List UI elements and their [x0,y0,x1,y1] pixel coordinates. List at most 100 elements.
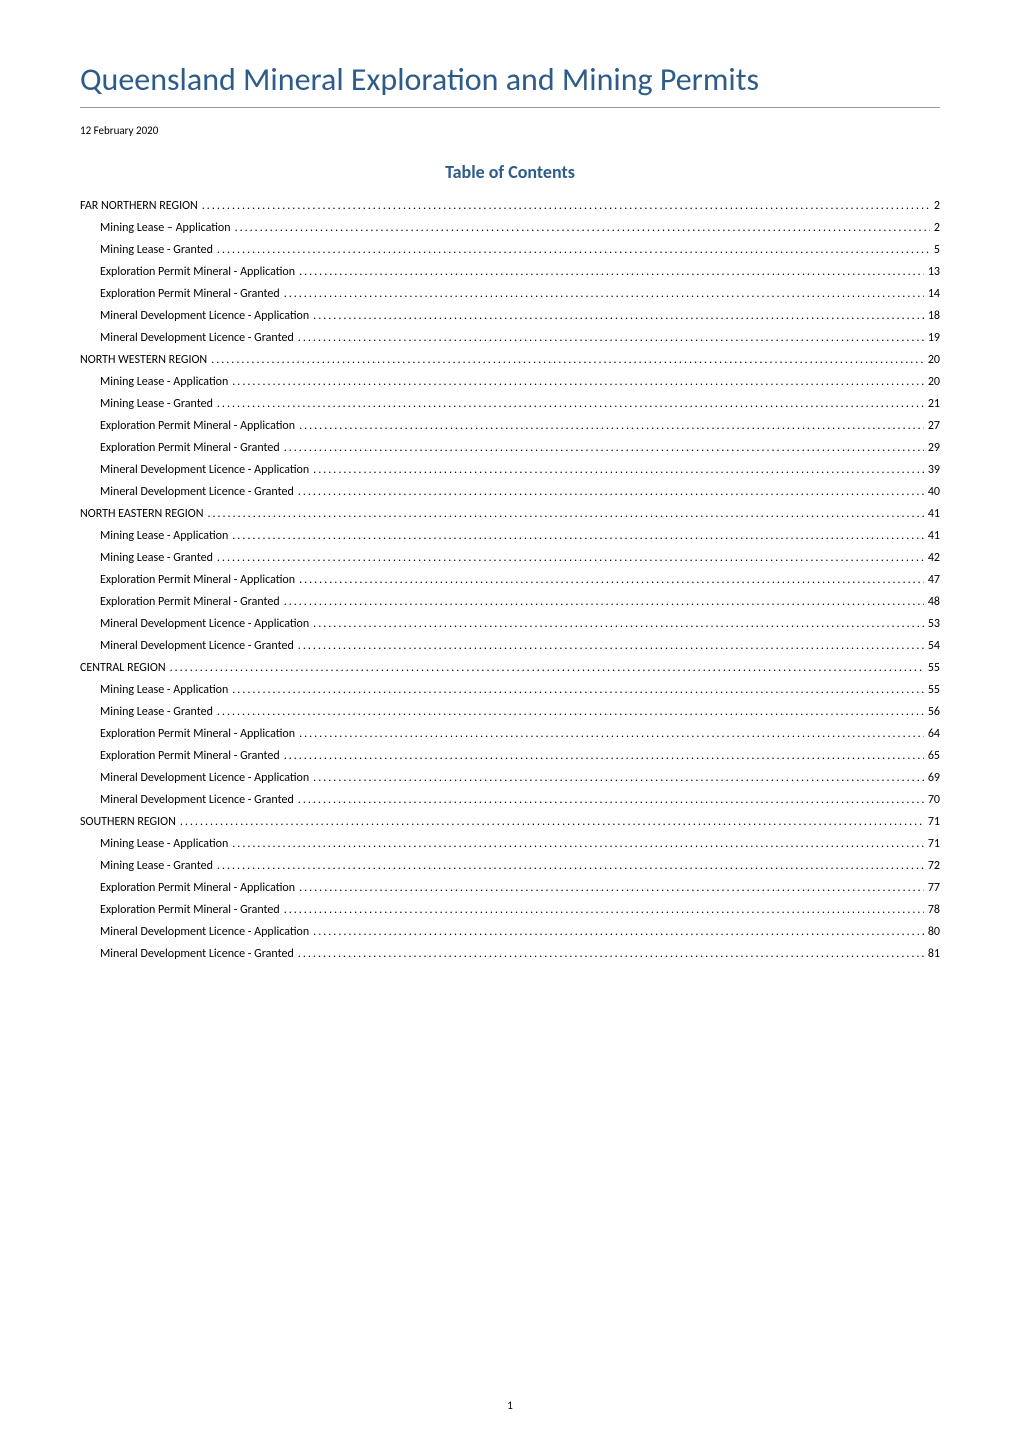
toc-entry[interactable]: Mining Lease - Granted21 [80,397,940,411]
toc-entry[interactable]: Mineral Development Licence - Granted81 [80,947,940,961]
toc-entry-label: Mining Lease - Granted [100,397,213,411]
toc-entry[interactable]: Exploration Permit Mineral - Granted29 [80,441,940,455]
toc-entry-label: NORTH EASTERN REGION [80,507,203,521]
toc-entry-page: 47 [928,573,940,587]
toc-entry-page: 64 [928,727,940,741]
toc-leader-dots [298,947,924,961]
toc-leader-dots [299,881,924,895]
toc-entry-label: Mining Lease - Granted [100,551,213,565]
toc-entry[interactable]: Mining Lease - Application 41 [80,529,940,543]
toc-entry-label: Mineral Development Licence - Applicatio… [100,771,309,785]
toc-entry-label: Mining Lease - Application [100,529,228,543]
toc-entry-page: 48 [928,595,940,609]
toc-entry-page: 72 [928,859,940,873]
toc-entry-page: 56 [928,705,940,719]
toc-entry[interactable]: Mining Lease - Granted 42 [80,551,940,565]
toc-leader-dots [232,683,924,697]
toc-entry-page: 39 [928,463,940,477]
toc-leader-dots [313,309,924,323]
toc-leader-dots [217,859,924,873]
toc-entry-label: Exploration Permit Mineral - Granted [100,903,280,917]
toc-entry-label: Mineral Development Licence - Granted [100,793,294,807]
toc-entry[interactable]: Mineral Development Licence - Applicatio… [80,925,940,939]
toc-entry-page: 29 [928,441,940,455]
toc-entry-page: 41 [928,529,940,543]
toc-entry-label: Mineral Development Licence - Granted [100,331,294,345]
toc-leader-dots [284,749,924,763]
toc-entry[interactable]: Mining Lease - Granted 72 [80,859,940,873]
toc-entry[interactable]: Mining Lease - Application55 [80,683,940,697]
toc-entry-page: 13 [928,265,940,279]
toc-leader-dots [217,551,924,565]
toc-leader-dots [313,617,924,631]
toc-entry-label: FAR NORTHERN REGION [80,199,198,213]
toc-entry-page: 20 [928,375,940,389]
toc-entry-label: Mineral Development Licence - Applicatio… [100,925,309,939]
toc-leader-dots [284,903,924,917]
toc-entry-label: Exploration Permit Mineral - Application [100,265,295,279]
toc-entry[interactable]: Exploration Permit Mineral - Application… [80,419,940,433]
toc-leader-dots [170,661,924,675]
toc-entry[interactable]: SOUTHERN REGION71 [80,815,940,829]
toc-entry-page: 27 [928,419,940,433]
toc-leader-dots [313,925,924,939]
toc-leader-dots [299,265,924,279]
toc-entry-label: Mining Lease - Granted [100,243,213,257]
toc-leader-dots [298,485,924,499]
toc-entry[interactable]: Mineral Development Licence - Applicatio… [80,771,940,785]
toc-entry-label: Mineral Development Licence - Applicatio… [100,617,309,631]
toc-entry[interactable]: Mineral Development Licence - Granted 19 [80,331,940,345]
toc-entry-page: 78 [928,903,940,917]
toc-entry[interactable]: Mineral Development Licence - Granted40 [80,485,940,499]
toc-leader-dots [211,353,924,367]
toc-entry-label: NORTH WESTERN REGION [80,353,207,367]
toc-entry-page: 19 [928,331,940,345]
toc-leader-dots [180,815,924,829]
toc-entry[interactable]: Exploration Permit Mineral - Granted14 [80,287,940,301]
toc-entry-label: Mining Lease - Granted [100,705,213,719]
toc-entry[interactable]: Exploration Permit Mineral - Granted 78 [80,903,940,917]
toc-leader-dots [232,529,924,543]
toc-entry[interactable]: Mining Lease - Granted 5 [80,243,940,257]
toc-entry[interactable]: Mining Lease - Application 20 [80,375,940,389]
toc-entry-page: 5 [934,243,940,257]
toc-leader-dots [284,287,924,301]
toc-entry-label: CENTRAL REGION [80,661,166,675]
toc-entry-label: Exploration Permit Mineral - Granted [100,287,280,301]
toc-entry[interactable]: Mineral Development Licence - Granted54 [80,639,940,653]
toc-entry[interactable]: Exploration Permit Mineral - Application… [80,881,940,895]
toc-entry[interactable]: Mineral Development Licence - Applicatio… [80,463,940,477]
toc-entry[interactable]: Mineral Development Licence - Applicatio… [80,617,940,631]
toc-entry-page: 42 [928,551,940,565]
toc-entry-label: Mining Lease - Granted [100,859,213,873]
toc-entry[interactable]: NORTH WESTERN REGION20 [80,353,940,367]
toc-entry[interactable]: Exploration Permit Mineral - Granted65 [80,749,940,763]
toc-entry-label: Exploration Permit Mineral - Application [100,573,295,587]
table-of-contents: FAR NORTHERN REGION2 Mining Lease – Appli… [80,199,940,961]
toc-entry[interactable]: Mineral Development Licence - Granted70 [80,793,940,807]
toc-entry-label: Exploration Permit Mineral - Granted [100,749,280,763]
toc-entry[interactable]: Mining Lease - Granted 56 [80,705,940,719]
toc-entry-label: Exploration Permit Mineral - Granted [100,595,280,609]
toc-entry[interactable]: Exploration Permit Mineral - Application… [80,265,940,279]
toc-leader-dots [299,727,924,741]
toc-leader-dots [313,463,924,477]
toc-entry[interactable]: NORTH EASTERN REGION41 [80,507,940,521]
toc-leader-dots [217,705,924,719]
toc-entry-label: Mining Lease - Application [100,375,228,389]
toc-entry-page: 80 [928,925,940,939]
toc-entry-page: 71 [928,837,940,851]
toc-entry[interactable]: FAR NORTHERN REGION2 [80,199,940,213]
toc-entry[interactable]: Mining Lease - Application71 [80,837,940,851]
toc-entry[interactable]: Exploration Permit Mineral - Application… [80,727,940,741]
toc-entry[interactable]: Mineral Development Licence - Applicatio… [80,309,940,323]
toc-entry-page: 77 [928,881,940,895]
toc-entry-page: 55 [928,683,940,697]
toc-entry[interactable]: Exploration Permit Mineral - Application… [80,573,940,587]
toc-entry[interactable]: Exploration Permit Mineral - Granted 48 [80,595,940,609]
toc-leader-dots [284,441,924,455]
toc-entry[interactable]: CENTRAL REGION55 [80,661,940,675]
toc-entry[interactable]: Mining Lease – Application2 [80,221,940,235]
toc-entry-label: Mining Lease – Application [100,221,231,235]
toc-entry-page: 54 [928,639,940,653]
